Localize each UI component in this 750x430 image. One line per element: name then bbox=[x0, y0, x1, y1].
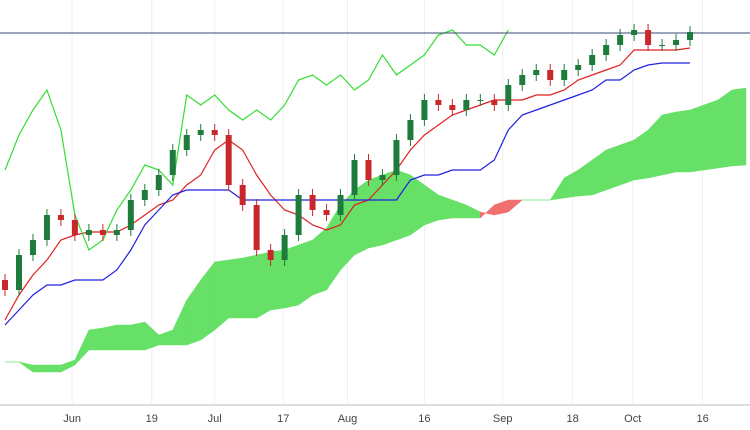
cloud-segment bbox=[256, 251, 271, 319]
candle-body bbox=[43, 215, 50, 240]
x-tick-label: Aug bbox=[338, 413, 358, 425]
candle-body bbox=[141, 190, 148, 200]
cloud-segment bbox=[46, 364, 62, 373]
candle-body bbox=[71, 220, 78, 235]
candle-body bbox=[323, 210, 330, 215]
indicator-line bbox=[4, 62, 691, 326]
cloud-segment bbox=[605, 144, 621, 191]
candle-body bbox=[127, 200, 134, 230]
candle-body bbox=[603, 45, 610, 55]
cloud-segment bbox=[410, 174, 425, 236]
candle-body bbox=[519, 75, 526, 85]
candle-body bbox=[463, 100, 470, 110]
cloud-segment bbox=[214, 259, 229, 331]
cloud-segment bbox=[619, 139, 635, 186]
cloud-segment bbox=[368, 174, 383, 249]
candle-body bbox=[645, 30, 652, 45]
cloud-segment bbox=[242, 254, 257, 319]
candle-body bbox=[155, 175, 162, 190]
candle-body bbox=[631, 30, 638, 35]
candle-body bbox=[533, 70, 540, 75]
cloud-segment bbox=[228, 257, 243, 319]
cloud-segment bbox=[312, 227, 327, 296]
candle-body bbox=[113, 230, 120, 235]
candle-body bbox=[617, 35, 624, 45]
cloud-segment bbox=[32, 364, 48, 373]
candle-body bbox=[379, 175, 386, 180]
x-tick-label: 17 bbox=[277, 413, 289, 425]
candle-body bbox=[2, 280, 9, 290]
candle-body bbox=[449, 105, 456, 110]
candle-body bbox=[365, 160, 372, 180]
x-tick-label: Jun bbox=[63, 413, 81, 425]
candle-body bbox=[281, 235, 288, 260]
x-tick-label: 19 bbox=[146, 413, 158, 425]
candle-body bbox=[407, 120, 414, 140]
candle-body bbox=[337, 195, 344, 215]
candle-body bbox=[239, 185, 246, 205]
candle-body bbox=[393, 140, 400, 175]
candle-body bbox=[435, 100, 442, 105]
candle-body bbox=[15, 255, 22, 290]
cloud-segment bbox=[717, 89, 733, 169]
cloud-segment bbox=[689, 104, 705, 173]
cloud-segment bbox=[508, 199, 523, 213]
candle-body bbox=[197, 130, 204, 135]
candle-body bbox=[505, 85, 512, 105]
x-tick-label: 16 bbox=[696, 413, 708, 425]
cloud-segment bbox=[130, 321, 146, 351]
x-tick-label: Oct bbox=[624, 413, 641, 425]
x-tick-label: Sep bbox=[493, 413, 513, 425]
x-tick-label: 18 bbox=[566, 413, 578, 425]
candle-body bbox=[295, 195, 302, 235]
candle-body bbox=[561, 70, 568, 80]
candle-body bbox=[575, 65, 582, 70]
candle-body bbox=[673, 40, 680, 45]
candle-body bbox=[421, 100, 428, 120]
candle-body bbox=[183, 135, 190, 150]
cloud-segment bbox=[298, 239, 313, 306]
cloud-segment bbox=[731, 87, 747, 167]
candle-body bbox=[351, 160, 358, 195]
x-tick-label: Jul bbox=[208, 413, 222, 425]
cloud-segment bbox=[396, 169, 411, 241]
candle-body bbox=[253, 205, 260, 250]
candle-body bbox=[589, 55, 596, 65]
candle-body bbox=[85, 230, 92, 235]
candle-body bbox=[29, 240, 36, 255]
candle-body bbox=[547, 70, 554, 80]
cloud-segment bbox=[102, 324, 118, 351]
candle-body bbox=[687, 32, 694, 40]
cloud-segment bbox=[661, 111, 677, 176]
candle-body bbox=[477, 100, 484, 101]
cloud-segment bbox=[88, 327, 104, 351]
indicator-line bbox=[4, 29, 509, 251]
candle-body bbox=[99, 230, 106, 235]
cloud-segment bbox=[382, 169, 397, 246]
cloud-segment bbox=[703, 99, 719, 171]
candle-body bbox=[659, 45, 666, 46]
candle-body bbox=[225, 135, 232, 185]
x-tick-label: 16 bbox=[418, 413, 430, 425]
candle-body bbox=[491, 100, 498, 105]
candle-body bbox=[57, 215, 64, 220]
candle-body bbox=[309, 195, 316, 210]
candle-body bbox=[267, 250, 274, 260]
cloud-segment bbox=[675, 109, 691, 173]
candle-body bbox=[169, 150, 176, 175]
candle-body bbox=[211, 130, 218, 135]
cloud-segment bbox=[116, 324, 132, 351]
